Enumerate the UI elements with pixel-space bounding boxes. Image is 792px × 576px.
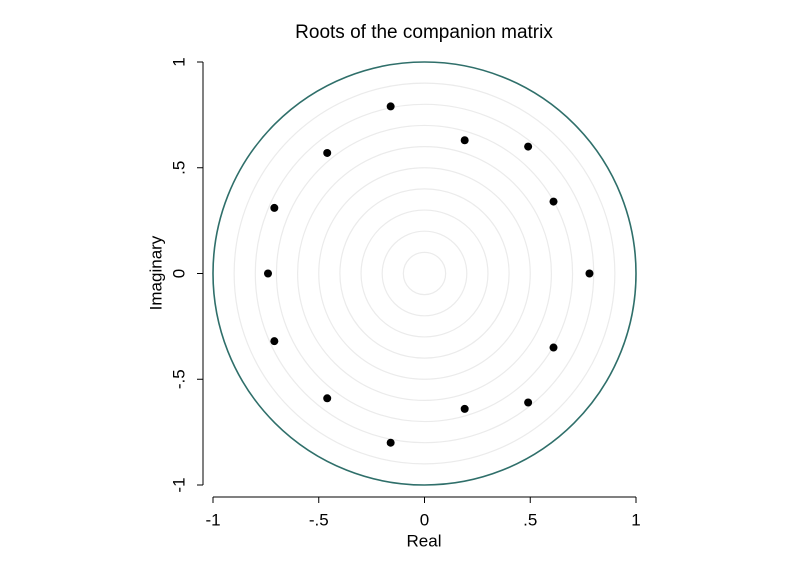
x-tick-label: 1 — [631, 510, 640, 529]
root-point — [270, 337, 279, 346]
grid-circle — [381, 230, 468, 317]
root-point — [549, 343, 558, 352]
unit-circle — [212, 61, 637, 486]
x-tick-label: 0 — [420, 510, 429, 529]
y-tick-label: -1 — [169, 477, 188, 492]
x-axis-label: Real — [407, 531, 442, 550]
root-point — [263, 269, 272, 278]
grid-circle — [275, 124, 574, 423]
root-point — [524, 398, 533, 407]
root-point — [549, 197, 558, 206]
x-tick-label: .5 — [523, 510, 537, 529]
root-point — [460, 136, 469, 145]
root-point — [386, 438, 395, 447]
root-point — [386, 102, 395, 111]
y-tick-label: -.5 — [169, 369, 188, 389]
grid-circle — [318, 167, 531, 380]
y-tick-label: .5 — [169, 161, 188, 175]
y-axis-label: Imaginary — [146, 235, 165, 310]
grid-circle — [297, 146, 553, 402]
y-tick-label: 0 — [169, 269, 188, 278]
grid-circle — [402, 251, 447, 296]
root-point — [585, 269, 594, 278]
root-point — [270, 203, 279, 212]
x-tick-label: -1 — [205, 510, 220, 529]
root-point — [323, 394, 332, 403]
root-point — [460, 404, 469, 413]
grid-circle — [360, 209, 489, 338]
x-tick-label: -.5 — [309, 510, 329, 529]
chart-title: Roots of the companion matrix — [295, 22, 553, 43]
root-point — [524, 142, 533, 151]
y-tick-label: 1 — [169, 57, 188, 66]
grid-circle — [254, 103, 595, 444]
grid-circle — [339, 188, 510, 359]
grid-circle — [233, 82, 616, 465]
root-point — [323, 148, 332, 157]
